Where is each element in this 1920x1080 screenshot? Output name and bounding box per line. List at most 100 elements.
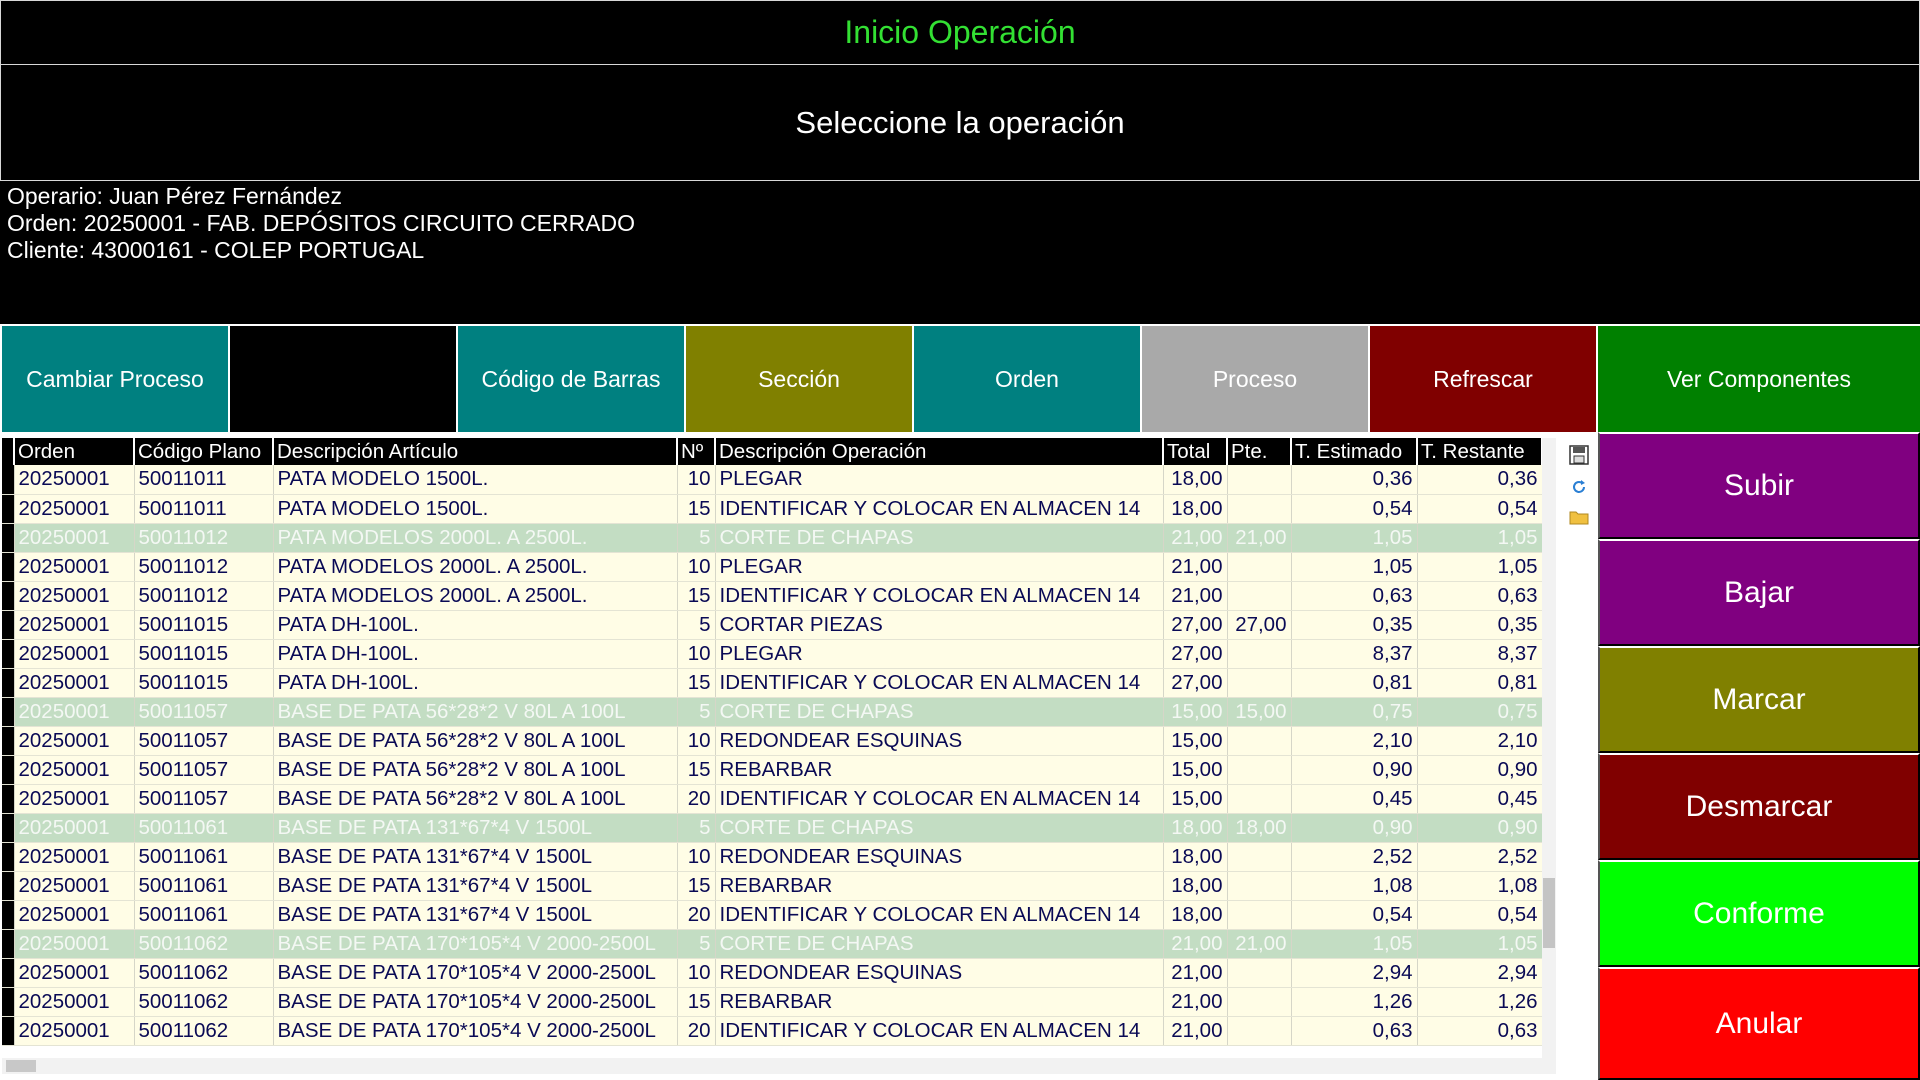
cell-descripcion-operacion: REDONDEAR ESQUINAS bbox=[715, 958, 1164, 988]
table-row[interactable]: 20250001 50011012 PATA MODELOS 2000L. A 25… bbox=[2, 552, 1543, 582]
vertical-scroll-thumb[interactable] bbox=[1543, 878, 1555, 948]
table-row[interactable]: 20250001 50011061 BASE DE PATA 131*67*4 V … bbox=[2, 813, 1543, 843]
cell-orden: 20250001 bbox=[14, 871, 135, 901]
subir-button[interactable]: Subir bbox=[1598, 432, 1920, 539]
row-selector[interactable] bbox=[2, 697, 15, 727]
conforme-button[interactable]: Conforme bbox=[1598, 860, 1920, 967]
window-title: Inicio Operación bbox=[0, 0, 1920, 65]
cell-total: 15,00 bbox=[1163, 697, 1228, 727]
row-selector[interactable] bbox=[2, 784, 15, 814]
table-row[interactable]: 20250001 50011012 PATA MODELOS 2000L. A 25… bbox=[2, 581, 1543, 611]
row-selector[interactable] bbox=[2, 755, 15, 785]
row-selector[interactable] bbox=[2, 552, 15, 582]
empty-toolbar-slot bbox=[230, 326, 456, 432]
table-row[interactable]: 20250001 50011057 BASE DE PATA 56*28*2 V 8… bbox=[2, 726, 1543, 756]
table-row[interactable]: 20250001 50011061 BASE DE PATA 131*67*4 V … bbox=[2, 871, 1543, 901]
table-row[interactable]: 20250001 50011061 BASE DE PATA 131*67*4 V … bbox=[2, 842, 1543, 872]
table-row[interactable]: 20250001 50011057 BASE DE PATA 56*28*2 V 8… bbox=[2, 784, 1543, 814]
row-selector[interactable] bbox=[2, 465, 15, 495]
cell-numero: 15 bbox=[677, 581, 716, 611]
row-selector[interactable] bbox=[2, 813, 15, 843]
col-header-orden[interactable]: Orden bbox=[14, 438, 135, 465]
row-selector[interactable] bbox=[2, 958, 15, 988]
cell-t-restante: 1,05 bbox=[1417, 523, 1543, 553]
row-selector[interactable] bbox=[2, 1016, 15, 1046]
row-selector[interactable] bbox=[2, 639, 15, 669]
marcar-button[interactable]: Marcar bbox=[1598, 646, 1920, 753]
cell-t-restante: 1,08 bbox=[1417, 871, 1543, 901]
horizontal-scroll-thumb[interactable] bbox=[6, 1060, 36, 1072]
table-row[interactable]: 20250001 50011057 BASE DE PATA 56*28*2 V 8… bbox=[2, 697, 1543, 727]
orden-button[interactable]: Orden bbox=[914, 326, 1140, 432]
col-header-t-estimado[interactable]: T. Estimado bbox=[1291, 438, 1418, 465]
cell-numero: 20 bbox=[677, 1016, 716, 1046]
row-selector[interactable] bbox=[2, 842, 15, 872]
seccion-button[interactable]: Sección bbox=[686, 326, 912, 432]
table-row[interactable]: 20250001 50011062 BASE DE PATA 170*105*4 V… bbox=[2, 987, 1543, 1017]
save-icon[interactable] bbox=[1568, 444, 1590, 466]
cell-pte bbox=[1227, 987, 1292, 1017]
col-header-codigo-plano[interactable]: Código Plano bbox=[134, 438, 274, 465]
cell-t-restante: 2,52 bbox=[1417, 842, 1543, 872]
row-selector[interactable] bbox=[2, 494, 15, 524]
bajar-button[interactable]: Bajar bbox=[1598, 539, 1920, 646]
row-selector[interactable] bbox=[2, 871, 15, 901]
col-header-total[interactable]: Total bbox=[1163, 438, 1228, 465]
codigo-barras-button[interactable]: Código de Barras bbox=[458, 326, 684, 432]
row-selector[interactable] bbox=[2, 668, 15, 698]
row-selector[interactable] bbox=[2, 610, 15, 640]
table-row[interactable]: 20250001 50011061 BASE DE PATA 131*67*4 V … bbox=[2, 900, 1543, 930]
row-selector[interactable] bbox=[2, 581, 15, 611]
row-selector[interactable] bbox=[2, 929, 15, 959]
operations-grid-area: Orden Código Plano Descripción Artículo … bbox=[0, 432, 1598, 1080]
cell-total: 18,00 bbox=[1163, 871, 1228, 901]
cell-t-estimado: 0,63 bbox=[1291, 581, 1418, 611]
cell-t-restante: 0,36 bbox=[1417, 465, 1543, 495]
cell-orden: 20250001 bbox=[14, 581, 135, 611]
row-selector[interactable] bbox=[2, 523, 15, 553]
vertical-scrollbar[interactable] bbox=[1542, 438, 1556, 1058]
refrescar-button[interactable]: Refrescar bbox=[1370, 326, 1596, 432]
table-row[interactable]: 20250001 50011015 PATA DH-100L. 5 CORTAR PIE… bbox=[2, 610, 1543, 640]
refresh-icon[interactable] bbox=[1568, 476, 1590, 498]
cell-total: 15,00 bbox=[1163, 784, 1228, 814]
table-row[interactable]: 20250001 50011062 BASE DE PATA 170*105*4 V… bbox=[2, 1016, 1543, 1046]
cell-pte bbox=[1227, 494, 1292, 524]
col-header-pte[interactable]: Pte. bbox=[1227, 438, 1292, 465]
table-row[interactable]: 20250001 50011012 PATA MODELOS 2000L. A 25… bbox=[2, 523, 1543, 553]
cell-numero: 10 bbox=[677, 726, 716, 756]
table-row[interactable]: 20250001 50011062 BASE DE PATA 170*105*4 V… bbox=[2, 958, 1543, 988]
table-row[interactable]: 20250001 50011062 BASE DE PATA 170*105*4 V… bbox=[2, 929, 1543, 959]
cell-t-estimado: 0,45 bbox=[1291, 784, 1418, 814]
col-header-descripcion-articulo[interactable]: Descripción Artículo bbox=[273, 438, 678, 465]
cell-t-estimado: 0,54 bbox=[1291, 900, 1418, 930]
cell-pte bbox=[1227, 726, 1292, 756]
cell-descripcion-articulo: PATA MODELO 1500L. bbox=[273, 494, 678, 524]
toolbar: Cambiar Proceso Código de Barras Sección… bbox=[0, 324, 1920, 432]
horizontal-scrollbar[interactable] bbox=[2, 1058, 1556, 1074]
table-row[interactable]: 20250001 50011015 PATA DH-100L. 10 PLEGAR 27,… bbox=[2, 639, 1543, 669]
table-row[interactable]: 20250001 50011057 BASE DE PATA 56*28*2 V 8… bbox=[2, 755, 1543, 785]
operations-grid[interactable]: Orden Código Plano Descripción Artículo … bbox=[2, 438, 1543, 1046]
col-header-t-restante[interactable]: T. Restante bbox=[1417, 438, 1543, 465]
cambiar-proceso-button[interactable]: Cambiar Proceso bbox=[2, 326, 228, 432]
cell-orden: 20250001 bbox=[14, 755, 135, 785]
col-header-numero[interactable]: Nº bbox=[677, 438, 716, 465]
folder-icon[interactable] bbox=[1568, 506, 1590, 528]
cell-t-estimado: 2,94 bbox=[1291, 958, 1418, 988]
cell-descripcion-operacion: REBARBAR bbox=[715, 755, 1164, 785]
ver-componentes-button[interactable]: Ver Componentes bbox=[1598, 326, 1920, 432]
row-selector[interactable] bbox=[2, 900, 15, 930]
row-selector[interactable] bbox=[2, 726, 15, 756]
proceso-button[interactable]: Proceso bbox=[1142, 326, 1368, 432]
cell-t-estimado: 1,08 bbox=[1291, 871, 1418, 901]
cell-pte bbox=[1227, 784, 1292, 814]
row-selector[interactable] bbox=[2, 987, 15, 1017]
col-header-descripcion-operacion[interactable]: Descripción Operación bbox=[715, 438, 1164, 465]
anular-button[interactable]: Anular bbox=[1598, 967, 1920, 1080]
table-row[interactable]: 20250001 50011011 PATA MODELO 1500L. 10 PLEG… bbox=[2, 465, 1543, 495]
desmarcar-button[interactable]: Desmarcar bbox=[1598, 753, 1920, 860]
table-row[interactable]: 20250001 50011011 PATA MODELO 1500L. 15 IDEN… bbox=[2, 494, 1543, 524]
table-row[interactable]: 20250001 50011015 PATA DH-100L. 15 IDENTIFIC… bbox=[2, 668, 1543, 698]
cell-descripcion-articulo: BASE DE PATA 170*105*4 V 2000-2500L bbox=[273, 987, 678, 1017]
